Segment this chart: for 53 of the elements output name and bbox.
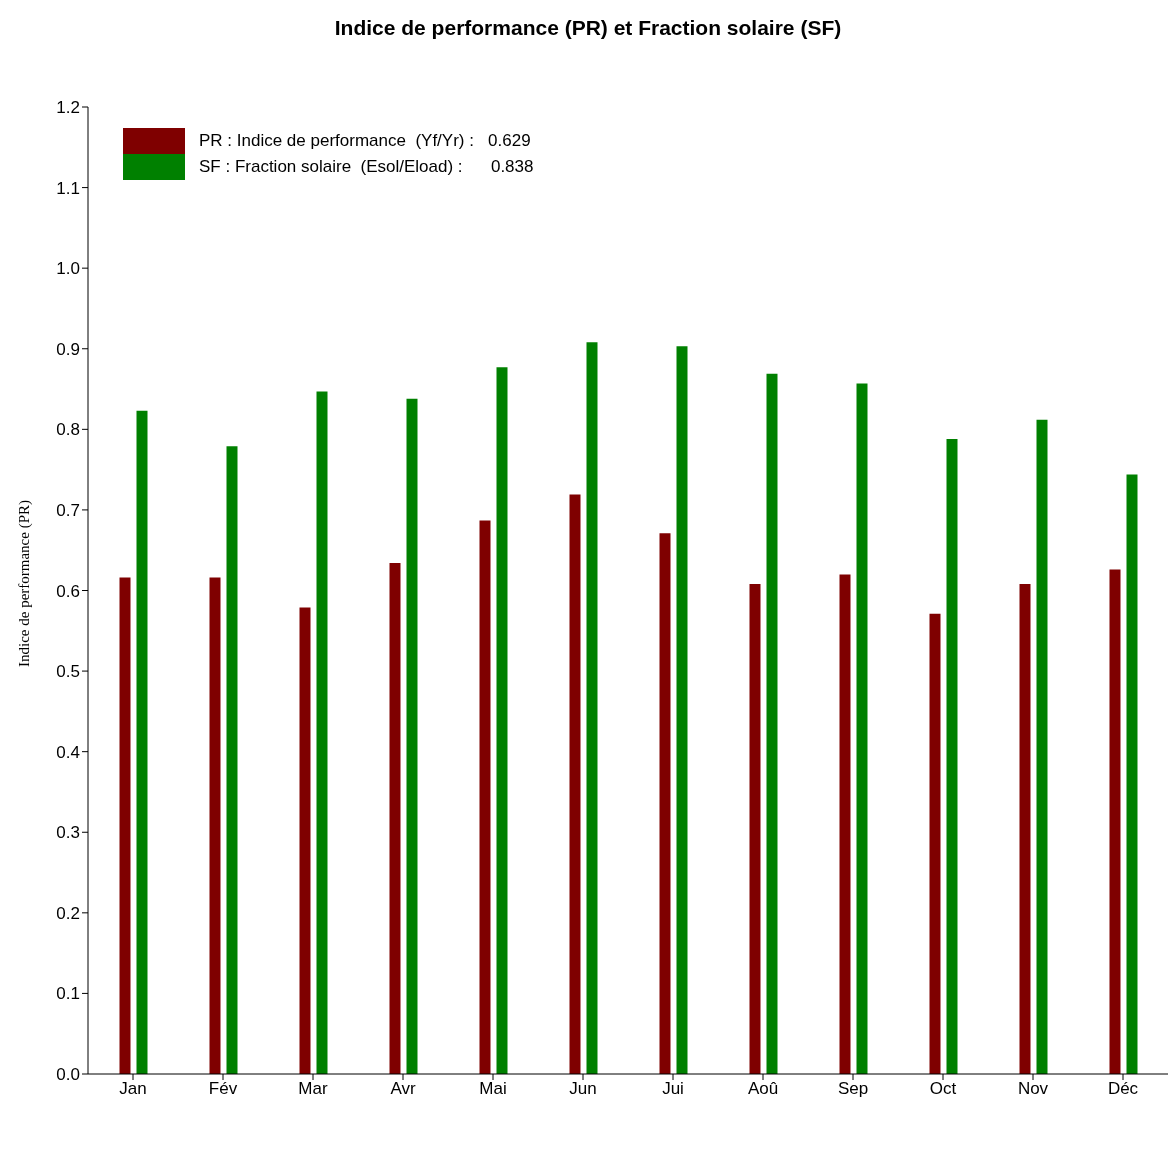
bar <box>856 383 868 1074</box>
bar <box>586 342 598 1074</box>
bar <box>946 439 958 1074</box>
bar <box>136 410 148 1074</box>
x-tick-label: Fév <box>208 1079 238 1099</box>
y-tick-label: 0.9 <box>56 339 80 359</box>
x-tick-label: Mai <box>479 1079 507 1099</box>
y-tick-label: 0.5 <box>56 662 80 682</box>
bar <box>1036 419 1048 1074</box>
bar <box>389 563 401 1074</box>
y-tick-label: 1.1 <box>56 178 80 198</box>
bar <box>299 607 311 1074</box>
y-tick-label: 1.0 <box>56 259 80 279</box>
y-tick-label: 0.7 <box>56 500 80 520</box>
bar <box>766 373 778 1074</box>
chart-title: Indice de performance (PR) et Fraction solaire (SF) <box>333 16 843 40</box>
y-axis-title: Indice de performance (PR) <box>15 499 33 667</box>
bar <box>209 577 221 1074</box>
x-tick-label: Jun <box>569 1079 597 1099</box>
y-tick-label: 0.2 <box>56 903 80 923</box>
bar <box>119 577 131 1074</box>
y-tick-label: 0.8 <box>56 420 80 440</box>
y-tick-label: 0.3 <box>56 823 80 843</box>
bar <box>226 446 238 1074</box>
bar <box>659 533 671 1074</box>
bar <box>406 398 418 1074</box>
x-tick-label: Jui <box>662 1079 684 1099</box>
bar <box>479 520 491 1074</box>
x-tick-label: Mar <box>298 1079 328 1099</box>
bar <box>676 346 688 1074</box>
bar <box>1019 584 1031 1074</box>
bar <box>496 367 508 1074</box>
x-tick-label: Oct <box>929 1079 957 1099</box>
legend-label: PR : Indice de performance (Yf/Yr) : 0.629 <box>199 131 531 151</box>
y-tick-label: 0.0 <box>56 1065 80 1085</box>
bar <box>316 391 328 1074</box>
x-tick-label: Déc <box>1107 1079 1139 1099</box>
x-tick-label: Jan <box>119 1079 147 1099</box>
x-tick-label: Aoû <box>747 1079 779 1099</box>
bar <box>839 574 851 1074</box>
y-tick-label: 1.2 <box>56 98 80 118</box>
y-tick-label: 0.4 <box>56 742 80 762</box>
bar <box>929 613 941 1074</box>
bar <box>1109 569 1121 1074</box>
legend-label: SF : Fraction solaire (Esol/Eload) : 0.838 <box>199 157 534 177</box>
x-tick-label: Nov <box>1017 1079 1049 1099</box>
bar <box>569 494 581 1074</box>
x-tick-label: Sep <box>837 1079 869 1099</box>
x-tick-label: Avr <box>390 1079 416 1099</box>
bar <box>1126 474 1138 1074</box>
y-tick-label: 0.6 <box>56 581 80 601</box>
bar <box>749 584 761 1074</box>
y-tick-label: 0.1 <box>56 984 80 1004</box>
